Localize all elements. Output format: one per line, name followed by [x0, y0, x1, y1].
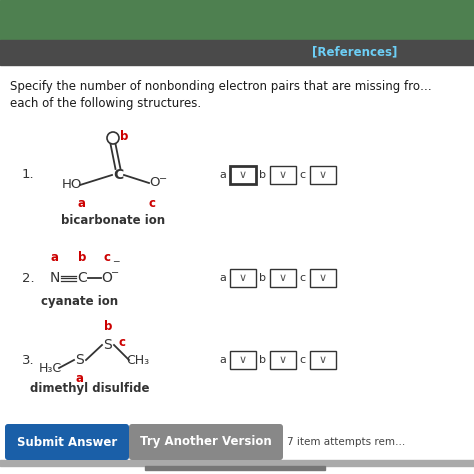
Text: dimethyl disulfide: dimethyl disulfide: [30, 382, 150, 395]
Text: S: S: [104, 338, 112, 352]
Text: ∨: ∨: [279, 273, 287, 283]
Text: HO: HO: [62, 179, 82, 191]
Text: ∨: ∨: [239, 273, 247, 283]
FancyBboxPatch shape: [230, 166, 256, 184]
FancyBboxPatch shape: [310, 351, 336, 369]
Text: a: a: [78, 197, 86, 210]
FancyBboxPatch shape: [230, 351, 256, 369]
Text: a: a: [219, 273, 226, 283]
Text: _: _: [113, 252, 118, 262]
Text: Specify the number of nonbonding electron pairs that are missing fro…: Specify the number of nonbonding electro…: [10, 80, 432, 93]
Bar: [145, 466, 325, 470]
FancyBboxPatch shape: [310, 269, 336, 287]
Text: H₃C: H₃C: [38, 362, 62, 374]
Text: [References]: [References]: [312, 46, 398, 58]
Text: bicarbonate ion: bicarbonate ion: [61, 214, 165, 227]
Text: −: −: [111, 268, 119, 278]
FancyBboxPatch shape: [270, 269, 296, 287]
Text: b: b: [259, 170, 266, 180]
Text: S: S: [76, 353, 84, 367]
Text: Submit Answer: Submit Answer: [17, 436, 117, 448]
Text: ∨: ∨: [239, 170, 247, 180]
Text: a: a: [219, 355, 226, 365]
FancyBboxPatch shape: [270, 351, 296, 369]
Text: b: b: [120, 130, 128, 144]
Bar: [0, 65, 474, 474]
Bar: [0, 0, 474, 40]
Text: 1.: 1.: [22, 168, 35, 182]
Text: C: C: [77, 271, 87, 285]
Bar: [0, 460, 474, 466]
Text: b: b: [78, 251, 86, 264]
Text: cyanate ion: cyanate ion: [41, 295, 118, 308]
Text: N: N: [50, 271, 60, 285]
Text: O: O: [150, 176, 160, 190]
Text: C: C: [113, 168, 123, 182]
Text: 7 item attempts rem…: 7 item attempts rem…: [287, 437, 405, 447]
FancyBboxPatch shape: [5, 424, 129, 460]
Text: CH₃: CH₃: [127, 354, 150, 366]
Text: b: b: [259, 355, 266, 365]
FancyBboxPatch shape: [310, 166, 336, 184]
Text: c: c: [103, 251, 110, 264]
Text: c: c: [119, 336, 126, 348]
Text: O: O: [101, 271, 112, 285]
Text: −: −: [159, 174, 167, 184]
Circle shape: [107, 132, 119, 144]
Text: b: b: [259, 273, 266, 283]
Text: 3.: 3.: [22, 354, 35, 366]
Text: c: c: [300, 273, 306, 283]
Text: ∨: ∨: [239, 355, 247, 365]
Bar: [0, 40, 474, 65]
Text: b: b: [104, 320, 112, 333]
Text: Try Another Version: Try Another Version: [140, 436, 272, 448]
Text: ∨: ∨: [279, 170, 287, 180]
Text: ∨: ∨: [279, 355, 287, 365]
Text: a: a: [76, 372, 84, 385]
FancyBboxPatch shape: [270, 166, 296, 184]
Text: c: c: [300, 355, 306, 365]
Text: a: a: [219, 170, 226, 180]
FancyBboxPatch shape: [129, 424, 283, 460]
Text: each of the following structures.: each of the following structures.: [10, 97, 201, 110]
Text: c: c: [148, 197, 155, 210]
Text: ∨: ∨: [319, 273, 327, 283]
Text: ∨: ∨: [319, 355, 327, 365]
FancyBboxPatch shape: [230, 269, 256, 287]
Text: a: a: [51, 251, 59, 264]
Text: 2.: 2.: [22, 272, 35, 284]
Text: c: c: [300, 170, 306, 180]
Text: ∨: ∨: [319, 170, 327, 180]
